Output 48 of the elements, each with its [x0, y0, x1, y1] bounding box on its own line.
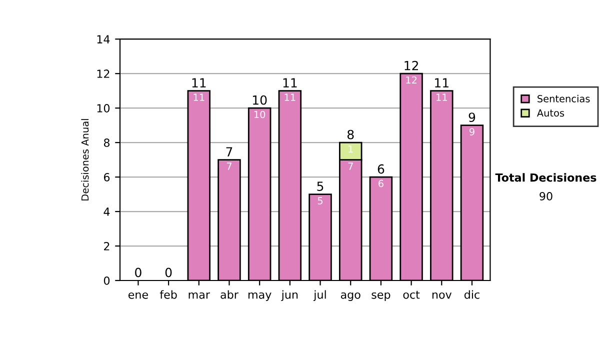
- y-tick-label: 6: [104, 173, 110, 182]
- text: 90: [540, 192, 552, 200]
- y-axis-title: Decisiones Anual: [81, 119, 89, 200]
- total-label: 12: [404, 60, 418, 70]
- x-tick-label: ago: [340, 292, 360, 301]
- x-tick-label: jul: [313, 290, 326, 301]
- y-tick-label: 8: [104, 138, 110, 147]
- x-tick-label: mar: [188, 292, 210, 299]
- x-tick-label: oct: [403, 290, 420, 299]
- total-label: 9: [468, 112, 476, 122]
- data-label: 5: [318, 197, 323, 204]
- x-tick-label: sep: [372, 292, 390, 301]
- total-label: 7: [226, 147, 232, 156]
- data-label: 11: [436, 94, 447, 101]
- total-label: 6: [378, 164, 384, 174]
- data-label: 1: [348, 145, 353, 153]
- data-label: 11: [194, 94, 204, 101]
- y-tick-label: 2: [104, 242, 110, 250]
- data-label: 7: [226, 162, 232, 170]
- legend-label: Autos: [536, 109, 564, 117]
- y-tick-label: 0: [104, 276, 110, 285]
- total-label: 0: [165, 268, 172, 278]
- total-label: 11: [435, 78, 448, 88]
- data-label: 9: [470, 128, 474, 136]
- x-tick-label: ene: [128, 292, 148, 299]
- total-label: 11: [283, 78, 297, 88]
- x-tick-label: feb: [160, 290, 177, 299]
- x-tick-label: abr: [220, 290, 238, 299]
- y-tick-label: 4: [104, 208, 110, 216]
- data-label: 11: [284, 94, 296, 101]
- data-label: 7: [348, 162, 353, 170]
- data-label: 12: [406, 76, 417, 84]
- total-label: 8: [347, 130, 354, 140]
- legend-label: Sentencias: [538, 94, 590, 102]
- total-label: 5: [317, 182, 324, 191]
- x-tick-label: dic: [464, 290, 480, 299]
- x-tick-label: jun: [281, 290, 298, 301]
- x-tick-label: nov: [432, 292, 452, 299]
- x-tick-label: may: [248, 292, 272, 301]
- total-label: 10: [253, 95, 267, 105]
- y-tick-label: 14: [97, 35, 110, 44]
- total-label: 0: [135, 268, 142, 278]
- y-tick-label: 12: [97, 70, 110, 78]
- total-label: 11: [192, 78, 206, 88]
- data-label: 10: [254, 110, 266, 118]
- text: Total Decisiones: [495, 173, 596, 182]
- data-label: 6: [378, 180, 384, 188]
- y-tick-label: 10: [97, 104, 110, 112]
